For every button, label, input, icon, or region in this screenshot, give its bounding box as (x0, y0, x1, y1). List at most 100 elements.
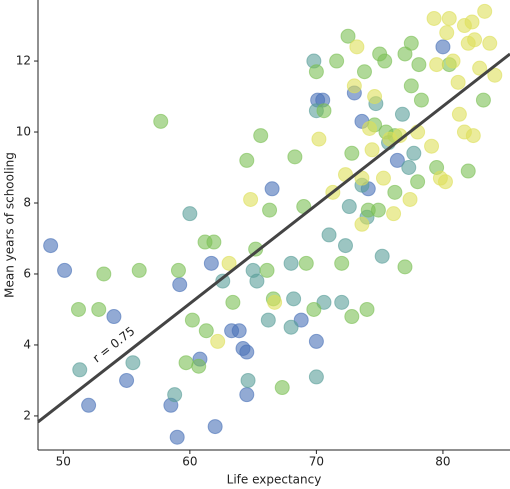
point (450, 74, 466, 90)
point (329, 53, 345, 69)
point (475, 92, 491, 108)
point (267, 294, 283, 310)
point (344, 145, 360, 161)
point (370, 202, 386, 218)
point (456, 18, 472, 34)
point (125, 355, 141, 371)
point (239, 387, 255, 403)
y-tick-label: 8 (23, 195, 31, 209)
fit-line (37, 52, 510, 424)
point (316, 103, 332, 119)
point (153, 113, 169, 129)
point (354, 216, 370, 232)
point (203, 255, 219, 271)
point (401, 160, 417, 176)
point (260, 312, 276, 328)
point (375, 170, 391, 186)
point (367, 89, 383, 105)
x-axis-label: Life expectancy (227, 473, 322, 487)
point (321, 227, 337, 243)
point (374, 248, 390, 264)
point (406, 145, 422, 161)
point (386, 206, 402, 222)
point (239, 344, 255, 360)
point (465, 128, 481, 144)
point (57, 262, 73, 278)
x-tick-label: 80 (435, 455, 450, 469)
y-tick-label: 12 (16, 54, 31, 68)
point (337, 238, 353, 254)
point (359, 301, 375, 317)
point (243, 191, 259, 207)
point (43, 238, 59, 254)
point (306, 301, 322, 317)
point (426, 10, 442, 26)
point (283, 319, 299, 335)
point (182, 206, 198, 222)
point (402, 191, 418, 207)
point (239, 152, 255, 168)
point (91, 301, 107, 317)
point (445, 53, 461, 69)
point (429, 57, 445, 73)
point (170, 262, 186, 278)
y-tick-label: 10 (16, 125, 31, 139)
point (334, 294, 350, 310)
point (377, 53, 393, 69)
point (178, 355, 194, 371)
point (286, 291, 302, 307)
point (167, 387, 183, 403)
point (356, 64, 372, 80)
point (221, 255, 237, 271)
point (293, 312, 309, 328)
point (274, 380, 290, 396)
point (424, 138, 440, 154)
point (206, 234, 222, 250)
point (169, 429, 185, 445)
point (472, 60, 488, 76)
point (451, 106, 467, 122)
point (308, 369, 324, 385)
x-tick-label: 50 (56, 455, 71, 469)
point (106, 309, 122, 325)
point (72, 362, 88, 378)
point (253, 128, 269, 144)
point (439, 25, 455, 41)
point (362, 120, 378, 136)
point (184, 312, 200, 328)
point (249, 273, 265, 289)
point (441, 10, 457, 26)
point (81, 397, 97, 413)
point (410, 174, 426, 190)
point (225, 294, 241, 310)
point (231, 323, 247, 339)
point (119, 372, 135, 388)
point (477, 3, 493, 19)
point (316, 294, 332, 310)
point (460, 163, 476, 179)
point (191, 358, 207, 374)
point (96, 266, 112, 282)
point (387, 184, 403, 200)
point (308, 64, 324, 80)
point (287, 149, 303, 165)
point (240, 372, 256, 388)
point (394, 106, 410, 122)
point (298, 255, 314, 271)
point (311, 131, 327, 147)
point (264, 181, 280, 197)
point (487, 67, 503, 83)
point (207, 419, 223, 435)
point (413, 92, 429, 108)
point (344, 309, 360, 325)
point (262, 202, 278, 218)
point (70, 301, 86, 317)
x-tick-label: 60 (182, 455, 197, 469)
point (210, 333, 226, 349)
x-tick-label: 70 (309, 455, 324, 469)
point (334, 255, 350, 271)
point (346, 78, 362, 94)
point (482, 35, 498, 51)
y-axis-label: Mean years of schooling (3, 152, 17, 298)
point (432, 170, 448, 186)
